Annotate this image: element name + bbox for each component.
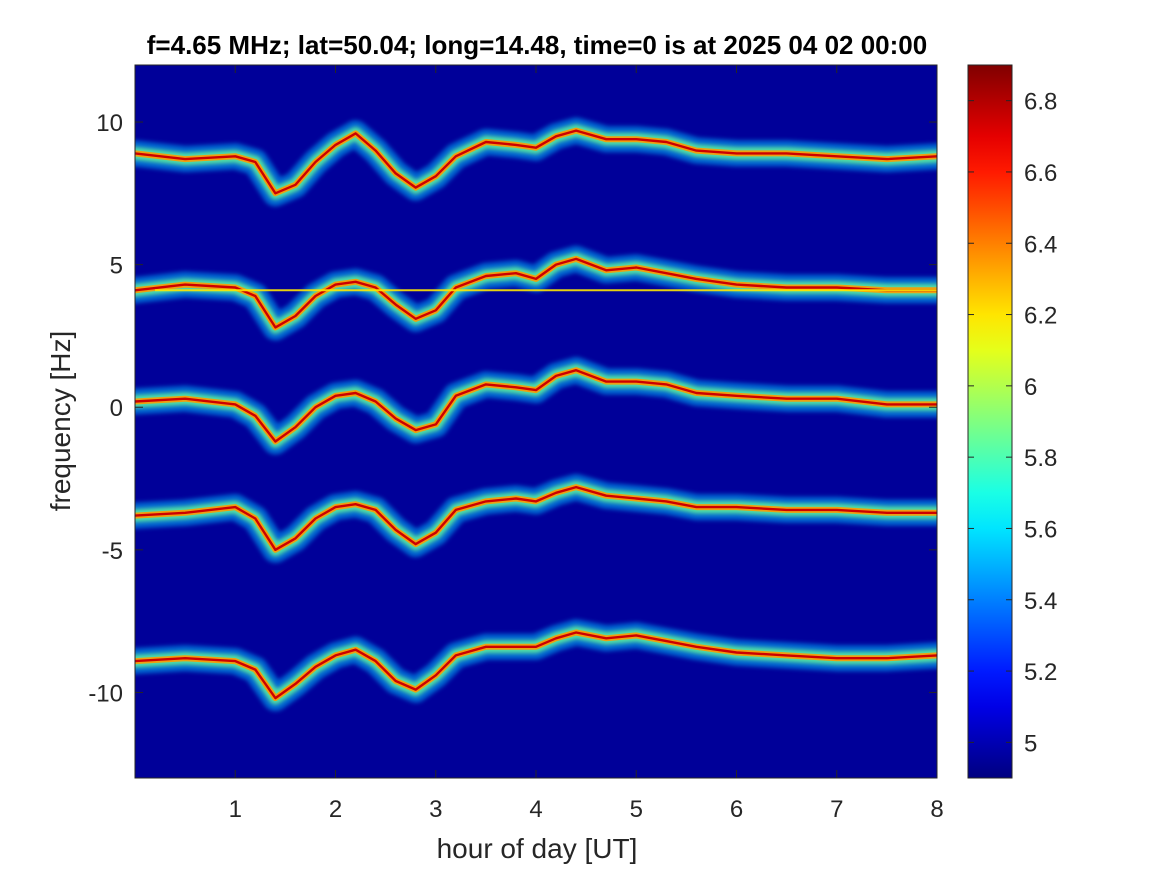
plot-area bbox=[134, 64, 938, 779]
colorbar-gradient bbox=[967, 64, 1013, 779]
x-tick-label: 2 bbox=[329, 796, 342, 823]
trace-2-layer-4 bbox=[135, 257, 937, 329]
x-tick-label: 4 bbox=[529, 796, 542, 823]
colorbar-tick-label: 6.8 bbox=[1024, 89, 1057, 116]
x-tick-label: 5 bbox=[630, 796, 643, 823]
x-tick-label: 6 bbox=[730, 796, 743, 823]
colorbar-tick-label: 5.8 bbox=[1024, 445, 1057, 472]
y-tick-label: -5 bbox=[102, 538, 123, 565]
trace-layer bbox=[135, 117, 937, 712]
colorbar: 5 5.2 5.4 5.6 5.8 6 6.2 6.4 6.6 6.8 bbox=[967, 64, 1057, 779]
y-axis: -10 -5 0 5 10 bbox=[88, 110, 937, 707]
y-tick-label: 10 bbox=[96, 110, 123, 137]
x-tick-label: 3 bbox=[429, 796, 442, 823]
trace-4-layer-4 bbox=[135, 485, 937, 551]
x-tick-label: 1 bbox=[229, 796, 242, 823]
colorbar-tick-label: 6.2 bbox=[1024, 303, 1057, 330]
colorbar-tick-label: 6.6 bbox=[1024, 160, 1057, 187]
x-axis-label: hour of day [UT] bbox=[437, 833, 638, 864]
trace-3-layer-4 bbox=[135, 369, 937, 443]
y-tick-label: -10 bbox=[88, 680, 123, 707]
y-axis-label: frequency [Hz] bbox=[45, 331, 76, 512]
trace-1-layer-4 bbox=[135, 129, 937, 195]
colorbar-tick-label: 5.2 bbox=[1024, 659, 1057, 686]
colorbar-tick-label: 5.4 bbox=[1024, 588, 1057, 615]
trace-5-layer-4 bbox=[135, 631, 937, 700]
y-tick-label: 0 bbox=[110, 395, 123, 422]
colorbar-tick-label: 6.4 bbox=[1024, 231, 1057, 258]
colorbar-tick-label: 5.6 bbox=[1024, 516, 1057, 543]
y-tick-label: 5 bbox=[110, 253, 123, 280]
chart-title: f=4.65 MHz; lat=50.04; long=14.48, time=… bbox=[147, 30, 927, 60]
colorbar-tick-label: 6 bbox=[1024, 374, 1037, 401]
x-tick-label: 8 bbox=[930, 796, 943, 823]
x-axis: 1 2 3 4 5 6 7 8 bbox=[229, 65, 944, 823]
colorbar-ticks: 5 5.2 5.4 5.6 5.8 6 6.2 6.4 6.6 6.8 bbox=[968, 89, 1057, 757]
x-tick-label: 7 bbox=[830, 796, 843, 823]
colorbar-tick-label: 5 bbox=[1024, 730, 1037, 757]
